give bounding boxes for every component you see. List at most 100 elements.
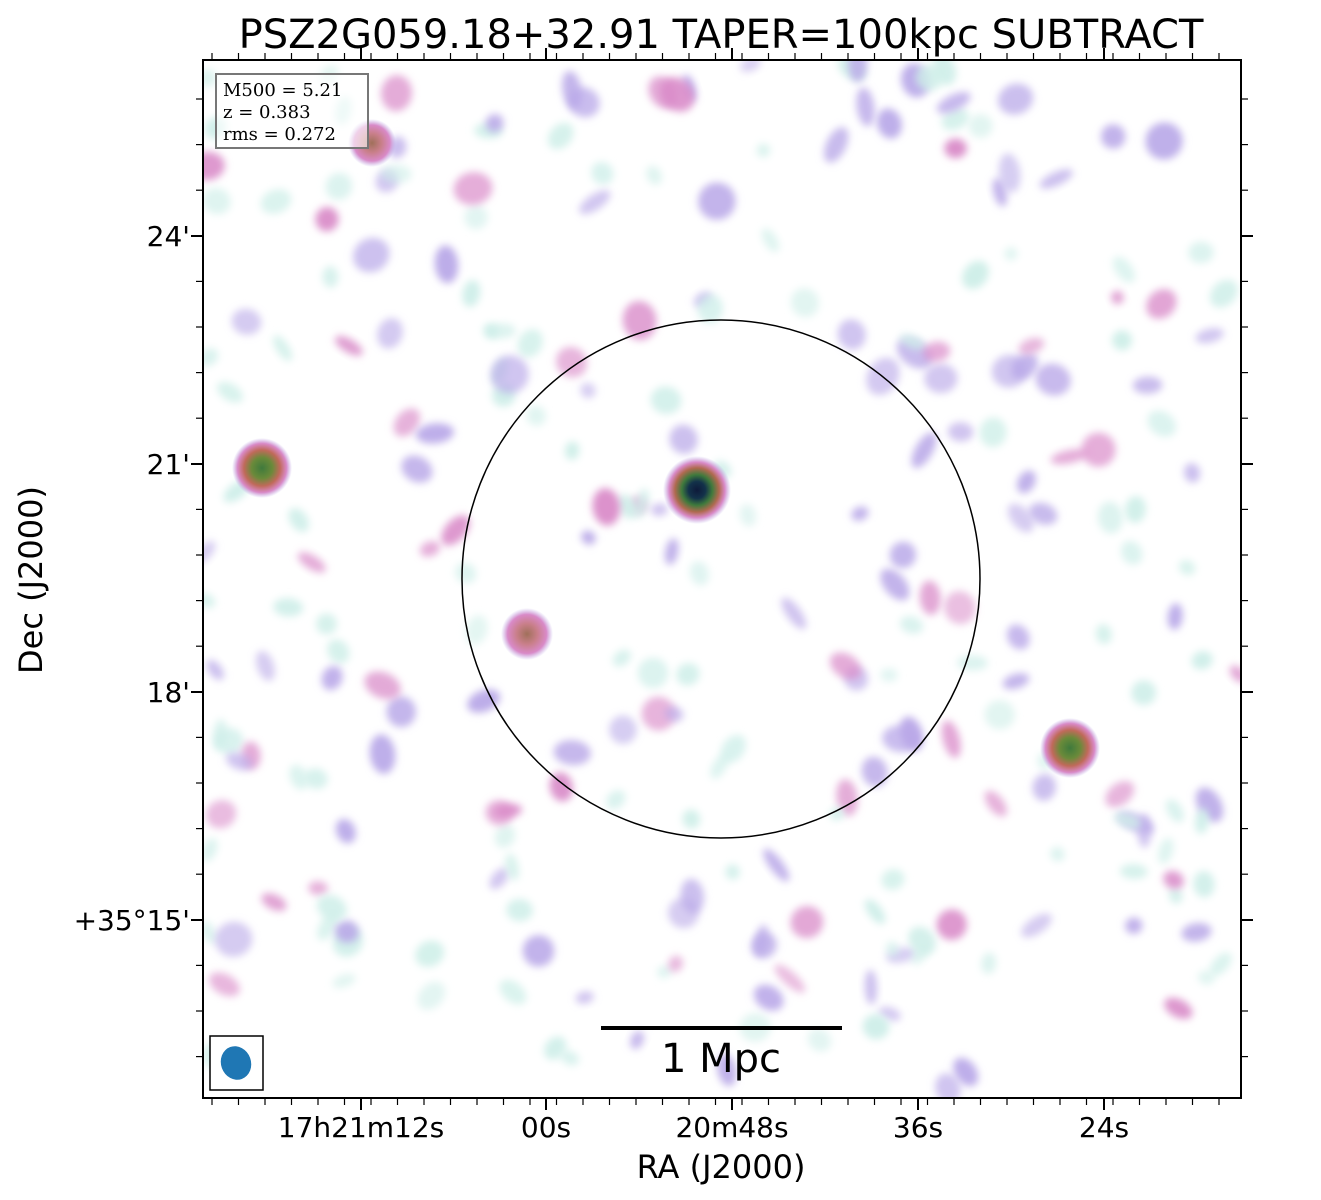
noise-blob xyxy=(1195,328,1224,344)
inner-west-source xyxy=(501,608,553,660)
noise-blob xyxy=(315,207,339,232)
noise-blob xyxy=(494,824,516,848)
noise-blob xyxy=(203,187,231,215)
noise-blob xyxy=(465,615,488,645)
noise-blob xyxy=(464,205,488,230)
info-box: M500 = 5.21 z = 0.383 rms = 0.272 xyxy=(215,73,369,149)
noise-blob xyxy=(1194,808,1209,834)
noise-blob xyxy=(380,75,413,112)
noise-blob xyxy=(851,506,869,521)
noise-blob xyxy=(483,323,499,339)
beam-box xyxy=(209,1035,264,1091)
noise-blob xyxy=(1188,241,1214,264)
noise-blob xyxy=(984,700,1015,730)
noise-blob xyxy=(1197,970,1215,985)
noise-blob xyxy=(634,488,650,518)
noise-blob xyxy=(316,894,347,921)
noise-blob xyxy=(848,60,868,83)
x-tick-labels: 17h21m12s 00s 20m48s 36s 24s xyxy=(278,1111,1129,1144)
noise-blob xyxy=(560,1050,580,1066)
noise-blob xyxy=(1112,330,1133,351)
noise-blob xyxy=(1097,501,1123,534)
noise-blob xyxy=(353,237,390,273)
noise-blob xyxy=(380,164,412,184)
noise-blob xyxy=(876,108,902,139)
y-tick-label: 24' xyxy=(147,220,190,253)
noise-blob xyxy=(417,981,446,1010)
noise-blob xyxy=(1105,781,1135,808)
noise-blob xyxy=(659,77,695,112)
noise-blob xyxy=(650,503,668,516)
figure-title: PSZ2G059.18+32.91 TAPER=100kpc SUBTRACT xyxy=(239,12,1204,58)
noise-blob xyxy=(1006,624,1030,650)
noise-blob xyxy=(455,562,477,584)
noise-blob xyxy=(1032,773,1057,801)
noise-blob xyxy=(289,764,308,790)
noise-blob xyxy=(1002,673,1030,690)
noise-blob xyxy=(919,580,941,615)
noise-blob xyxy=(1050,449,1088,465)
y-axis-label: Dec (J2000) xyxy=(12,486,50,674)
r500-circle xyxy=(461,319,981,839)
noise-blob xyxy=(1112,256,1136,283)
noise-blob xyxy=(650,386,682,415)
noise-blob xyxy=(203,593,216,608)
noise-blob xyxy=(1039,169,1073,189)
noise-blob xyxy=(880,668,898,682)
noise-blob xyxy=(862,1014,890,1040)
noise-blob xyxy=(575,991,594,1004)
noise-blob xyxy=(1119,863,1148,880)
noise-blob xyxy=(915,64,943,91)
x-tick-label: 36s xyxy=(893,1111,943,1144)
noise-blob xyxy=(490,355,529,394)
noise-blob xyxy=(1021,913,1052,938)
noise-blob xyxy=(1164,997,1193,1019)
noise-blob xyxy=(1111,290,1124,305)
x-tick-label: 00s xyxy=(521,1111,571,1144)
noise-blob xyxy=(203,541,216,564)
noise-blob xyxy=(1007,503,1034,533)
noise-blob xyxy=(979,417,1007,448)
noise-blob xyxy=(544,1036,567,1060)
noise-blob xyxy=(944,591,976,625)
noise-blob xyxy=(682,809,701,829)
noise-blob xyxy=(335,818,356,844)
noise-blob xyxy=(579,190,611,215)
noise-blob xyxy=(861,756,888,787)
noise-blob xyxy=(829,807,845,820)
noise-blob xyxy=(419,541,441,557)
noise-blob xyxy=(214,921,253,957)
noise-blob xyxy=(273,335,293,362)
noise-blob xyxy=(657,965,672,978)
scale-bar: 1 Mpc xyxy=(601,1026,842,1082)
noise-blob xyxy=(206,659,224,680)
noise-blob xyxy=(756,143,771,158)
noise-blob xyxy=(1131,680,1157,706)
noise-blob xyxy=(369,734,396,774)
plot-frame xyxy=(202,59,1242,1099)
noise-blob xyxy=(1168,887,1183,904)
noise-blob xyxy=(462,280,481,307)
noise-blob xyxy=(1229,665,1241,683)
noise-blob xyxy=(255,650,275,681)
noise-blob xyxy=(790,288,819,318)
x-tick-label: 20m48s xyxy=(675,1111,788,1144)
noise-blob xyxy=(908,926,936,955)
noise-blob xyxy=(641,696,676,731)
noise-blob xyxy=(991,354,1027,388)
noise-blob xyxy=(823,127,849,163)
noise-blob xyxy=(829,652,862,680)
noise-blob xyxy=(885,941,899,957)
noise-blob xyxy=(1137,813,1152,848)
noise-blob xyxy=(753,984,784,1011)
noise-blob xyxy=(1178,560,1196,576)
noise-blob xyxy=(564,441,580,460)
noise-blob xyxy=(1184,463,1201,483)
noise-blob xyxy=(739,504,757,527)
noise-blob xyxy=(273,598,304,617)
noise-blob xyxy=(260,189,292,214)
noise-blob xyxy=(1050,847,1065,862)
noise-blob xyxy=(941,108,970,131)
noise-blob xyxy=(203,837,218,862)
noise-blob xyxy=(415,423,455,444)
